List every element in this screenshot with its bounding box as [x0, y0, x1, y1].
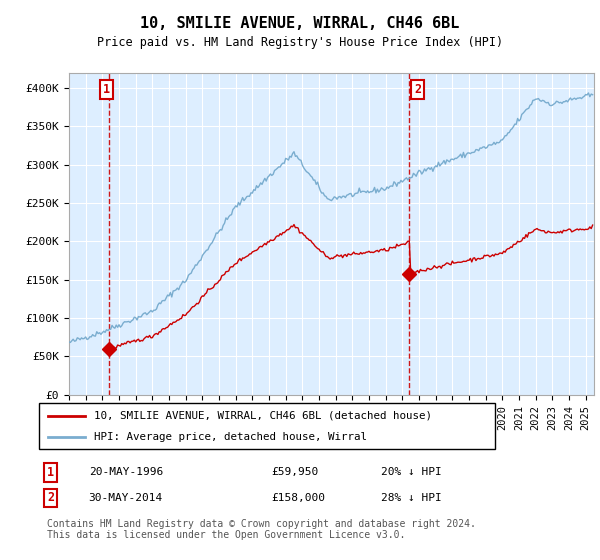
Text: 20% ↓ HPI: 20% ↓ HPI	[381, 467, 442, 477]
Text: 1: 1	[103, 83, 110, 96]
Text: 30-MAY-2014: 30-MAY-2014	[89, 493, 163, 503]
Text: Price paid vs. HM Land Registry's House Price Index (HPI): Price paid vs. HM Land Registry's House …	[97, 36, 503, 49]
Text: 2: 2	[47, 492, 55, 505]
Text: £59,950: £59,950	[271, 467, 318, 477]
Text: HPI: Average price, detached house, Wirral: HPI: Average price, detached house, Wirr…	[94, 432, 367, 442]
Text: 2: 2	[414, 83, 421, 96]
Text: 10, SMILIE AVENUE, WIRRAL, CH46 6BL (detached house): 10, SMILIE AVENUE, WIRRAL, CH46 6BL (det…	[94, 410, 432, 421]
Text: 28% ↓ HPI: 28% ↓ HPI	[381, 493, 442, 503]
Text: 1: 1	[47, 465, 55, 479]
Text: 10, SMILIE AVENUE, WIRRAL, CH46 6BL: 10, SMILIE AVENUE, WIRRAL, CH46 6BL	[140, 16, 460, 31]
Text: Contains HM Land Registry data © Crown copyright and database right 2024.
This d: Contains HM Land Registry data © Crown c…	[47, 519, 476, 540]
FancyBboxPatch shape	[39, 403, 495, 449]
Text: 20-MAY-1996: 20-MAY-1996	[89, 467, 163, 477]
Text: £158,000: £158,000	[271, 493, 325, 503]
